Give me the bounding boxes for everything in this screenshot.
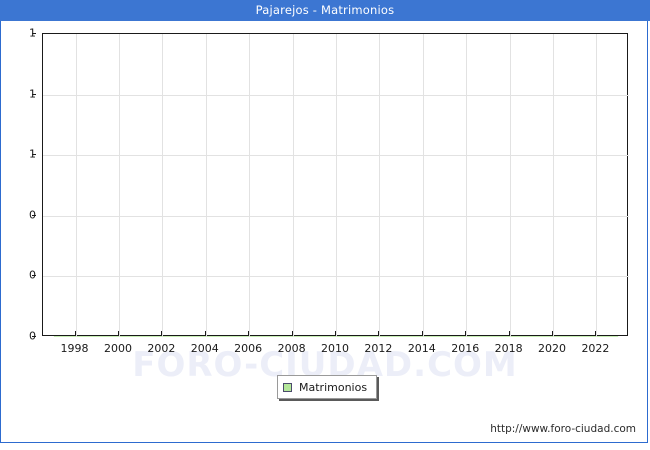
gridline-vertical — [205, 34, 207, 337]
gridline-vertical — [422, 34, 424, 337]
y-axis-tick-mark — [32, 93, 36, 95]
gridline-vertical — [553, 34, 555, 337]
y-axis-tick-mark — [32, 275, 36, 277]
x-axis-tick-mark — [595, 331, 597, 336]
gridline-vertical — [75, 34, 77, 337]
x-axis-tick-mark — [291, 331, 293, 336]
x-axis-tick-label: 2004 — [190, 342, 219, 355]
y-axis-tick-mark — [32, 154, 36, 156]
page-title: Pajarejos - Matrimonios — [0, 0, 650, 21]
legend-label-matrimonios: Matrimonios — [299, 380, 368, 394]
x-axis-tick-mark — [248, 331, 250, 336]
source-url: http://www.foro-ciudad.com — [490, 423, 636, 435]
chart-legend[interactable]: Matrimonios — [277, 375, 378, 399]
x-axis-tick-mark — [378, 331, 380, 336]
gridline-vertical — [118, 34, 120, 337]
x-axis-tick-mark — [161, 331, 163, 336]
x-axis-tick-mark — [74, 331, 76, 336]
x-axis-tick-label: 2012 — [364, 342, 393, 355]
gridline-vertical — [509, 34, 511, 337]
plot-region — [42, 33, 629, 337]
x-axis-tick-label: 1998 — [60, 342, 89, 355]
y-axis-tick-mark — [32, 336, 36, 337]
gridline-vertical — [249, 34, 251, 337]
x-axis-tick-label: 2000 — [103, 342, 132, 355]
x-axis-tick-mark — [552, 331, 554, 336]
x-axis-tick-mark — [335, 331, 336, 336]
gridline-vertical — [292, 34, 294, 337]
x-axis-tick-label: 2022 — [581, 342, 610, 355]
x-axis-tick-label: 2010 — [321, 342, 349, 355]
x-axis-tick-mark — [117, 331, 119, 336]
x-axis-tick-mark — [204, 331, 206, 336]
x-axis-tick-label: 2018 — [494, 342, 523, 355]
gridline-vertical — [336, 34, 337, 337]
y-axis-tick-labels: 111000 — [8, 27, 36, 343]
legend-swatch-matrimonios — [283, 382, 292, 392]
plot-area — [42, 33, 629, 337]
y-axis-tick-mark — [32, 214, 36, 216]
x-axis-tick-mark — [508, 331, 510, 336]
x-axis-tick-label: 2014 — [407, 342, 436, 355]
x-axis-tick-mark — [465, 331, 467, 336]
x-axis-tick-label: 2008 — [277, 342, 306, 355]
gridline-vertical — [466, 34, 468, 337]
x-axis-tick-label: 2006 — [234, 342, 263, 355]
x-axis-tick-label: 2020 — [538, 342, 567, 355]
y-axis-tick-mark — [32, 33, 36, 34]
x-axis-tick-labels: 1998 2000 2002 2004 2006 2008 2010 2012 2014 2016… — [42, 331, 628, 358]
x-axis-tick-mark — [421, 331, 423, 336]
gridline-vertical — [162, 34, 164, 337]
gridline-vertical — [379, 34, 381, 337]
x-axis-tick-label: 2002 — [147, 342, 176, 355]
gridline-vertical — [596, 34, 598, 337]
x-axis-tick-label: 2016 — [451, 342, 480, 355]
